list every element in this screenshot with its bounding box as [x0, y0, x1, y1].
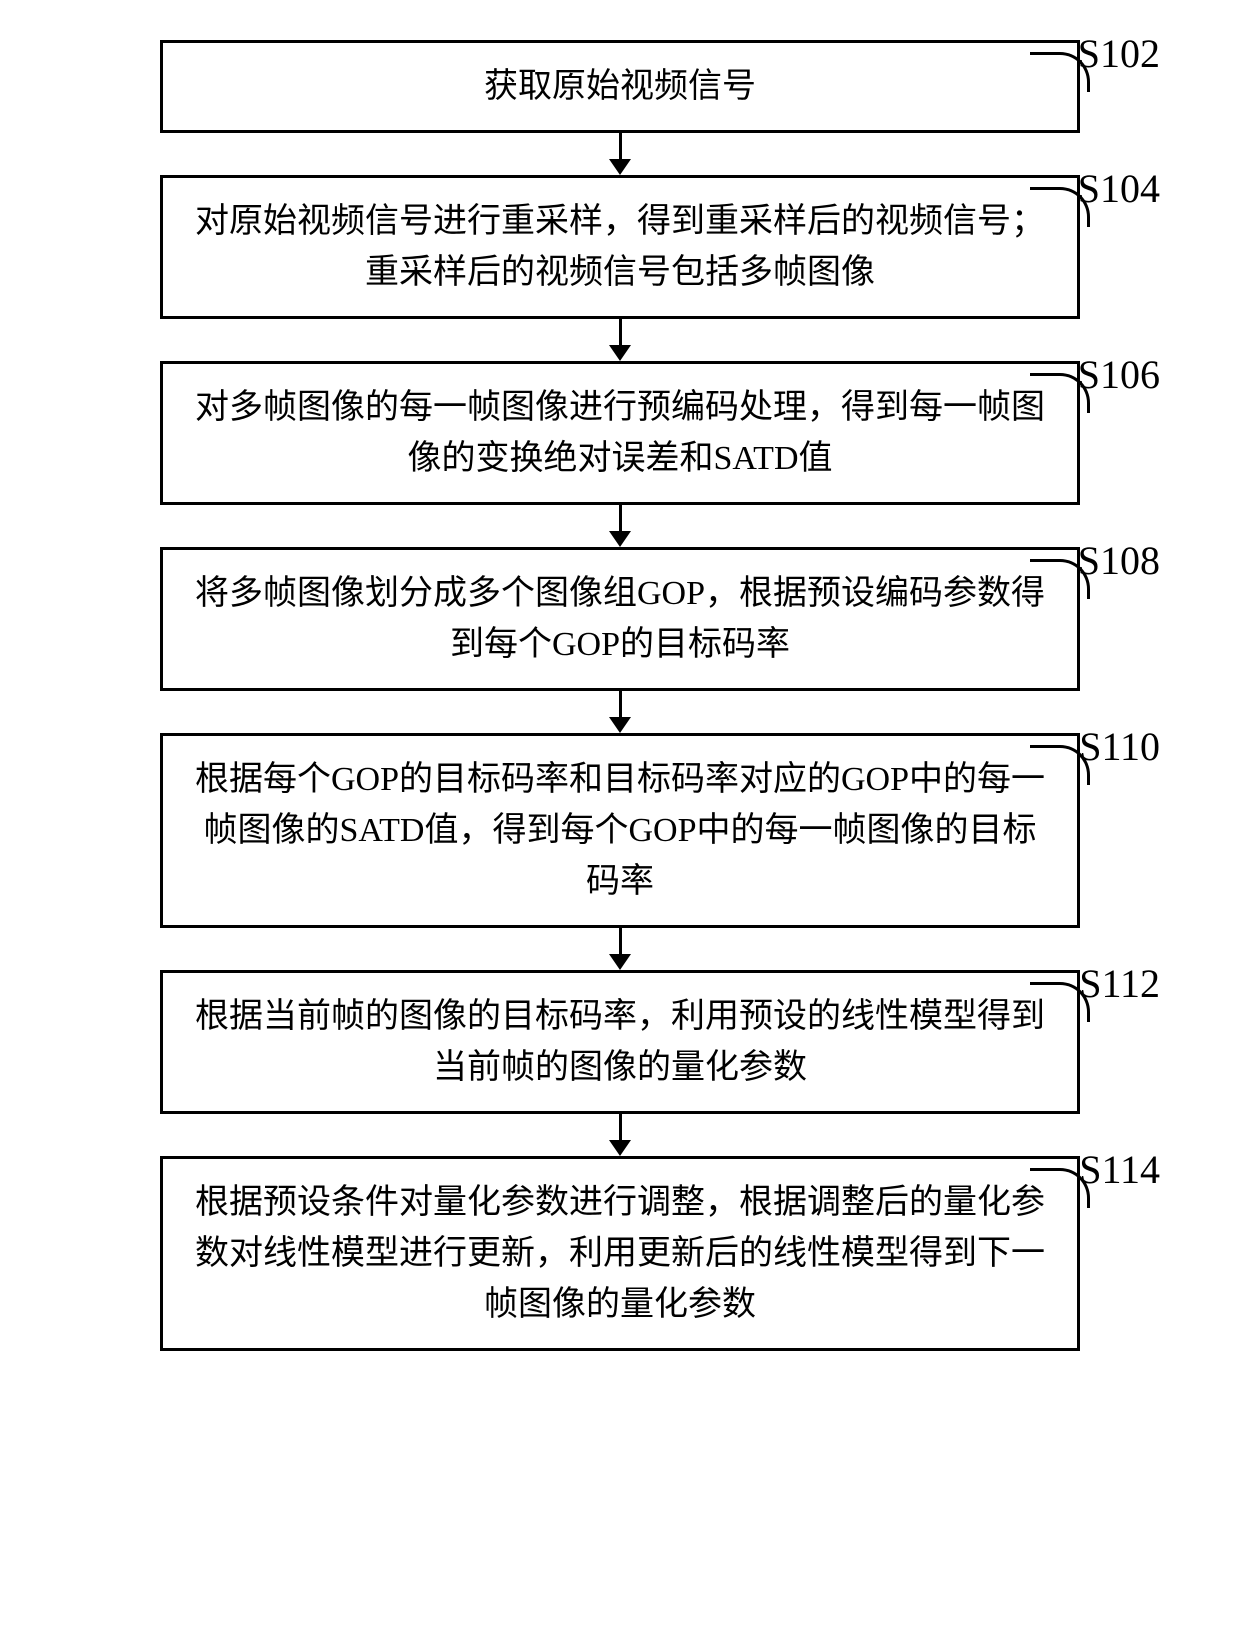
arrow-icon — [619, 505, 622, 535]
arrow-icon — [619, 928, 622, 958]
step-text: 获取原始视频信号 — [484, 61, 756, 112]
step-label-s112: S112 — [1079, 960, 1160, 1007]
step-label-s104: S104 — [1078, 165, 1160, 212]
step-row: 根据每个GOP的目标码率和目标码率对应的GOP中的每一帧图像的SATD值，得到每… — [50, 733, 1190, 928]
step-row: 对原始视频信号进行重采样，得到重采样后的视频信号；重采样后的视频信号包括多帧图像… — [50, 175, 1190, 319]
arrow-container — [50, 1114, 1190, 1156]
step-row: 根据预设条件对量化参数进行调整，根据调整后的量化参数对线性模型进行更新，利用更新… — [50, 1156, 1190, 1351]
flowchart-container: 获取原始视频信号 S102 对原始视频信号进行重采样，得到重采样后的视频信号；重… — [50, 40, 1190, 1351]
step-label-s108: S108 — [1078, 537, 1160, 584]
arrow-icon — [619, 1114, 622, 1144]
arrow-icon — [619, 691, 622, 721]
step-box-s108: 将多帧图像划分成多个图像组GOP，根据预设编码参数得到每个GOP的目标码率 — [160, 547, 1080, 691]
step-box-s110: 根据每个GOP的目标码率和目标码率对应的GOP中的每一帧图像的SATD值，得到每… — [160, 733, 1080, 928]
step-label-s106: S106 — [1078, 351, 1160, 398]
step-box-s106: 对多帧图像的每一帧图像进行预编码处理，得到每一帧图像的变换绝对误差和SATD值 — [160, 361, 1080, 505]
step-text: 根据每个GOP的目标码率和目标码率对应的GOP中的每一帧图像的SATD值，得到每… — [193, 754, 1047, 907]
step-label-s110: S110 — [1079, 723, 1160, 770]
step-label-s114: S114 — [1079, 1146, 1160, 1193]
arrow-container — [50, 691, 1190, 733]
arrow-container — [50, 505, 1190, 547]
step-row: 获取原始视频信号 S102 — [50, 40, 1190, 133]
step-text: 根据预设条件对量化参数进行调整，根据调整后的量化参数对线性模型进行更新，利用更新… — [193, 1177, 1047, 1330]
step-text: 对原始视频信号进行重采样，得到重采样后的视频信号；重采样后的视频信号包括多帧图像 — [193, 196, 1047, 298]
step-label-s102: S102 — [1078, 30, 1160, 77]
arrow-container — [50, 928, 1190, 970]
arrow-icon — [619, 319, 622, 349]
step-box-s112: 根据当前帧的图像的目标码率，利用预设的线性模型得到当前帧的图像的量化参数 — [160, 970, 1080, 1114]
arrow-icon — [619, 133, 622, 163]
step-text: 将多帧图像划分成多个图像组GOP，根据预设编码参数得到每个GOP的目标码率 — [193, 568, 1047, 670]
step-box-s114: 根据预设条件对量化参数进行调整，根据调整后的量化参数对线性模型进行更新，利用更新… — [160, 1156, 1080, 1351]
step-row: 对多帧图像的每一帧图像进行预编码处理，得到每一帧图像的变换绝对误差和SATD值 … — [50, 361, 1190, 505]
step-row: 根据当前帧的图像的目标码率，利用预设的线性模型得到当前帧的图像的量化参数 S11… — [50, 970, 1190, 1114]
arrow-container — [50, 319, 1190, 361]
step-text: 根据当前帧的图像的目标码率，利用预设的线性模型得到当前帧的图像的量化参数 — [193, 991, 1047, 1093]
step-box-s102: 获取原始视频信号 — [160, 40, 1080, 133]
arrow-container — [50, 133, 1190, 175]
step-text: 对多帧图像的每一帧图像进行预编码处理，得到每一帧图像的变换绝对误差和SATD值 — [193, 382, 1047, 484]
step-box-s104: 对原始视频信号进行重采样，得到重采样后的视频信号；重采样后的视频信号包括多帧图像 — [160, 175, 1080, 319]
step-row: 将多帧图像划分成多个图像组GOP，根据预设编码参数得到每个GOP的目标码率 S1… — [50, 547, 1190, 691]
